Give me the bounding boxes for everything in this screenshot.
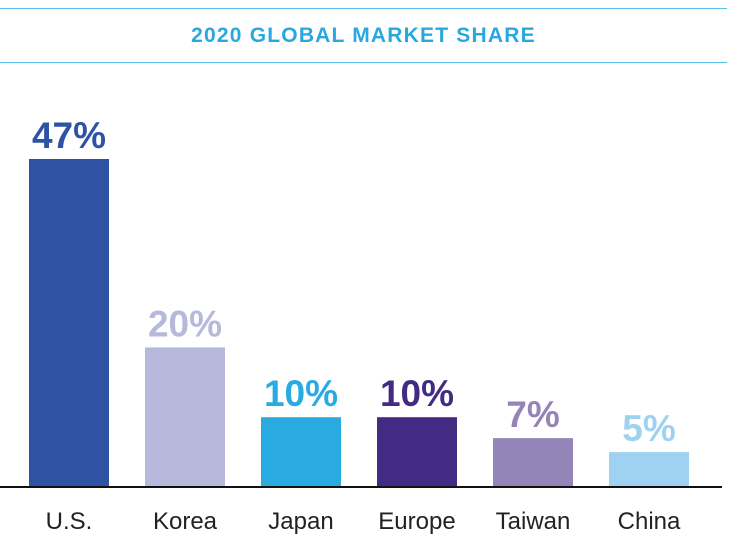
value-label-europe: 10% [380,373,454,414]
category-label-china: China [618,508,681,535]
value-label-japan: 10% [264,373,338,414]
value-label-taiwan: 7% [506,394,559,435]
bar-china [609,452,689,487]
category-label-europe: Europe [378,508,455,535]
title-band: 2020 GLOBAL MARKET SHARE [0,8,727,63]
category-label-taiwan: Taiwan [496,508,571,535]
bars-group [29,159,689,487]
category-label-korea: Korea [153,508,218,535]
value-label-china: 5% [622,408,675,449]
bar-europe [377,417,457,487]
bar-taiwan [493,438,573,487]
value-labels-group: 47% 20% 10% 10% 7% 5% [32,115,676,449]
chart-title: 2020 GLOBAL MARKET SHARE [191,24,536,47]
bar-korea [145,347,225,487]
value-label-u-s: 47% [32,115,106,156]
bar-u-s [29,159,109,487]
category-label-japan: Japan [268,508,333,535]
category-labels-group: U.S. Korea Japan Europe Taiwan China [46,508,681,535]
value-label-korea: 20% [148,303,222,344]
category-label-u-s: U.S. [46,508,93,535]
bar-japan [261,417,341,487]
